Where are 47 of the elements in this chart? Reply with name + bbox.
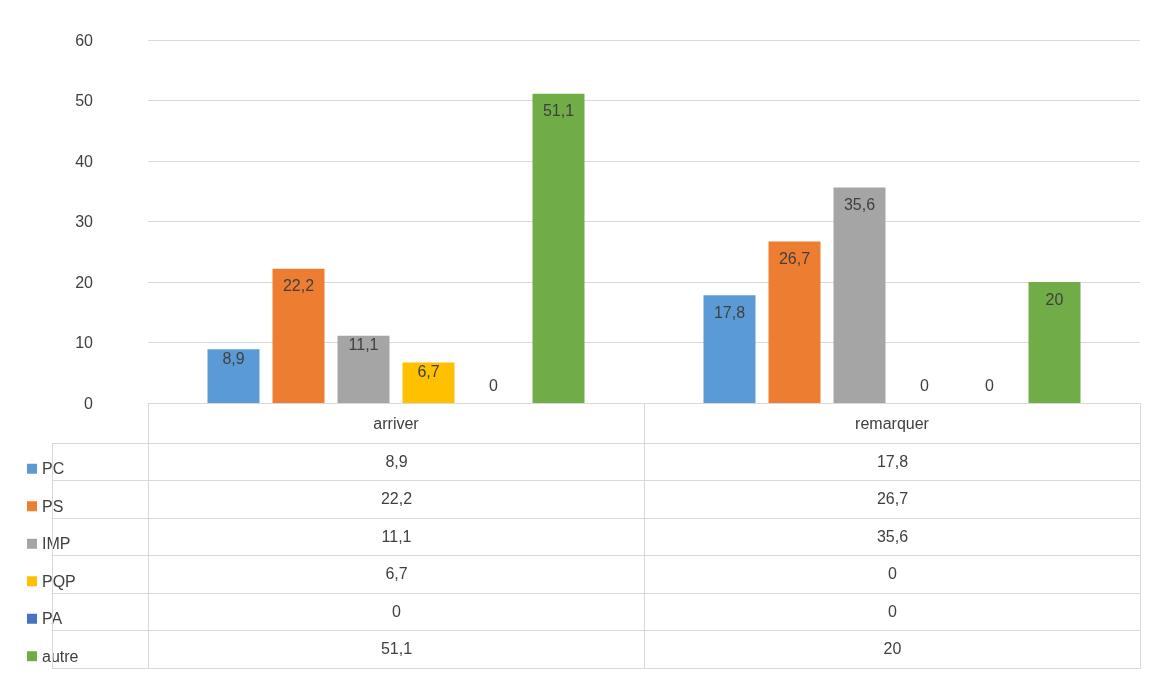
bar bbox=[703, 295, 756, 403]
data-label: 35,6 bbox=[644, 518, 1141, 556]
y-tick-label: 40 bbox=[75, 152, 94, 170]
text: 51,1 bbox=[542, 102, 575, 120]
bar bbox=[207, 349, 260, 403]
y-tick-label: 10 bbox=[75, 334, 94, 351]
data-label: 11,1 bbox=[148, 518, 645, 556]
bar bbox=[532, 93, 585, 403]
bar bbox=[272, 268, 325, 403]
bar bbox=[833, 187, 886, 403]
text: 0 bbox=[985, 376, 994, 394]
text: 6,7 bbox=[417, 362, 440, 380]
bar bbox=[1028, 282, 1081, 403]
bar bbox=[337, 335, 390, 403]
text: 22,2 bbox=[282, 277, 315, 295]
bar bbox=[402, 362, 455, 403]
data-label: 0 bbox=[148, 593, 645, 631]
legend-label: PC bbox=[42, 460, 65, 478]
text: 8,9 bbox=[222, 349, 245, 367]
data-label: 26,7 bbox=[644, 480, 1141, 518]
data-label: 17,8 bbox=[644, 443, 1141, 481]
text: 17,8 bbox=[713, 303, 746, 321]
data-label: 51,1 bbox=[148, 630, 645, 668]
y-tick-label: 30 bbox=[75, 213, 94, 230]
y-tick-label: 60 bbox=[75, 31, 94, 49]
data-label: 6,7 bbox=[148, 555, 645, 593]
y-tick-label: 0 bbox=[84, 394, 94, 412]
text: 26,7 bbox=[778, 249, 811, 267]
text: 35,6 bbox=[843, 196, 876, 214]
x-tick-label: arriver bbox=[373, 414, 420, 432]
legend-label: PQP bbox=[42, 572, 76, 590]
legend-label: IMP bbox=[42, 535, 71, 553]
legend-label: PA bbox=[42, 610, 63, 628]
data-label: 0 bbox=[644, 555, 1141, 593]
text: 0 bbox=[920, 376, 929, 394]
x-tick-label: remarquer bbox=[855, 414, 930, 432]
bar bbox=[768, 241, 821, 403]
data-label: 8,9 bbox=[148, 443, 645, 481]
data-label: 20 bbox=[644, 630, 1141, 668]
data-label: 22,2 bbox=[148, 480, 645, 518]
text: 0 bbox=[489, 376, 498, 394]
y-tick-label: 20 bbox=[75, 273, 94, 291]
legend-label: PS bbox=[42, 497, 64, 515]
y-tick-label: 50 bbox=[75, 92, 94, 109]
text: 20 bbox=[1045, 290, 1064, 308]
data-label: 0 bbox=[644, 593, 1141, 631]
text: 11,1 bbox=[348, 336, 379, 354]
